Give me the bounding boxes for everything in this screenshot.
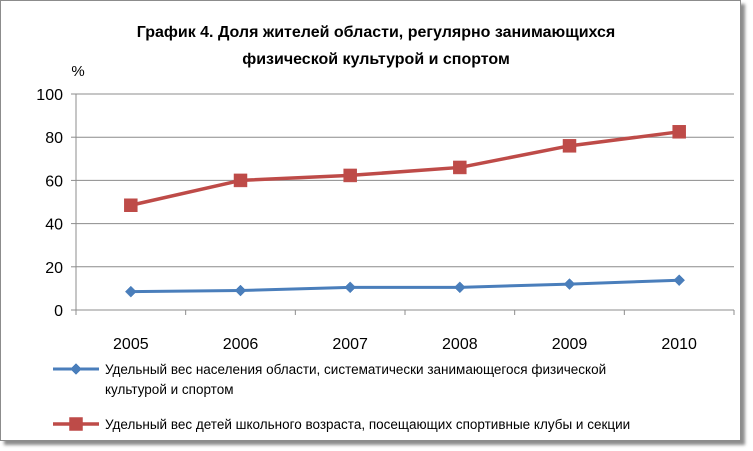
data-point bbox=[124, 198, 138, 212]
y-tick-labels: 0 20 40 60 80 100 bbox=[36, 87, 63, 320]
y-tick-label: 60 bbox=[45, 173, 63, 190]
legend: Удельный вес населения области, системат… bbox=[53, 362, 630, 432]
y-tick-label: 0 bbox=[54, 303, 63, 320]
x-tick-label: 2008 bbox=[442, 336, 478, 353]
x-tick-label: 2010 bbox=[661, 336, 697, 353]
legend-swatch-marker bbox=[70, 363, 82, 375]
series-layer bbox=[124, 125, 686, 298]
legend-label: культурой и спортом bbox=[105, 382, 234, 397]
gridlines bbox=[76, 93, 734, 268]
series-2 bbox=[124, 125, 686, 212]
y-axis-unit-label: % bbox=[71, 63, 84, 80]
y-tick-label: 20 bbox=[45, 260, 63, 277]
data-point bbox=[563, 278, 576, 290]
data-point bbox=[453, 160, 467, 175]
legend-item-2: Удельный вес детей школьного возраста, п… bbox=[53, 417, 630, 432]
chart-frame: График 4. Доля жителей области, регулярн… bbox=[0, 0, 741, 441]
data-point bbox=[673, 274, 686, 287]
x-tick-label: 2007 bbox=[332, 336, 368, 353]
x-tick-label: 2006 bbox=[223, 336, 259, 353]
series-1 bbox=[124, 274, 686, 298]
x-tick-label: 2005 bbox=[113, 336, 149, 353]
line-chart: График 4. Доля жителей области, регулярн… bbox=[36, 24, 735, 432]
legend-item-1: Удельный вес населения области, системат… bbox=[53, 362, 606, 397]
chart-title-line-1: График 4. Доля жителей области, регулярн… bbox=[137, 24, 616, 41]
data-point bbox=[234, 284, 247, 297]
data-point bbox=[344, 281, 357, 294]
axes bbox=[71, 93, 735, 315]
data-point bbox=[233, 173, 248, 188]
series-line bbox=[130, 130, 680, 207]
data-point bbox=[672, 125, 686, 139]
chart-title-line-2: физической культурой и спортом bbox=[242, 51, 510, 68]
data-point bbox=[343, 168, 357, 183]
data-point bbox=[562, 139, 577, 153]
y-tick-label: 80 bbox=[45, 130, 63, 147]
data-point bbox=[124, 285, 137, 298]
series-line bbox=[130, 278, 680, 294]
x-tick-labels: 2005 2006 2007 2008 2009 2010 bbox=[113, 336, 697, 353]
x-tick-label: 2009 bbox=[552, 336, 588, 353]
legend-label: Удельный вес детей школьного возраста, п… bbox=[105, 417, 630, 432]
legend-label: Удельный вес населения области, системат… bbox=[105, 362, 606, 377]
y-tick-label: 100 bbox=[36, 87, 63, 104]
data-point bbox=[453, 281, 466, 294]
legend-swatch-marker bbox=[69, 417, 83, 431]
y-tick-label: 40 bbox=[45, 217, 63, 234]
